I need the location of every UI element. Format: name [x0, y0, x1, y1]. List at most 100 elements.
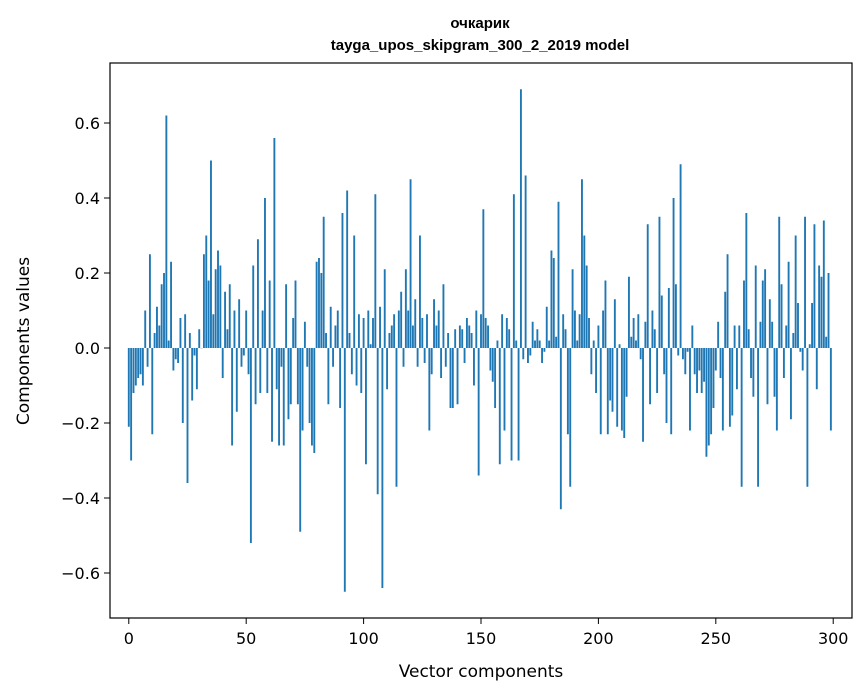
bar-296 — [822, 220, 825, 348]
bar-64 — [278, 348, 280, 446]
bar-32 — [202, 254, 205, 348]
bar-61 — [271, 348, 273, 442]
bar-283 — [792, 333, 795, 348]
bar-122 — [414, 299, 417, 348]
bar-59 — [266, 348, 269, 393]
bar-267 — [754, 265, 757, 348]
bar-73 — [299, 348, 302, 532]
bar-12 — [156, 306, 158, 348]
bar-137 — [449, 348, 452, 408]
bar-110 — [386, 348, 389, 390]
bar-233 — [674, 284, 677, 348]
bar-2 — [132, 348, 135, 393]
bar-123 — [416, 348, 419, 367]
bar-179 — [548, 340, 551, 348]
bar-297 — [825, 336, 828, 348]
bar-6 — [141, 348, 144, 386]
bar-146 — [470, 333, 473, 348]
bar-25 — [186, 348, 189, 483]
bar-154 — [489, 348, 492, 371]
bar-149 — [477, 348, 480, 476]
bar-177 — [543, 348, 546, 352]
bar-189 — [571, 269, 574, 348]
bar-125 — [421, 318, 424, 348]
bar-261 — [740, 348, 743, 487]
bar-95 — [350, 348, 353, 375]
bar-289 — [806, 348, 809, 487]
bar-0 — [127, 348, 130, 427]
bar-272 — [766, 348, 769, 405]
bar-19 — [172, 348, 175, 371]
bar-48 — [240, 348, 243, 367]
bar-152 — [484, 318, 487, 348]
bar-148 — [475, 310, 478, 348]
bar-147 — [473, 348, 475, 386]
bar-182 — [555, 336, 558, 348]
bar-284 — [794, 235, 797, 348]
bar-103 — [369, 344, 372, 348]
bar-49 — [242, 348, 245, 356]
bar-191 — [576, 340, 579, 348]
bar-35 — [210, 160, 212, 348]
bar-69 — [289, 348, 292, 405]
bar-10 — [151, 348, 154, 435]
bar-178 — [545, 306, 548, 348]
bar-24 — [184, 314, 187, 348]
bar-207 — [613, 299, 616, 348]
bar-43 — [228, 284, 231, 348]
bar-89 — [336, 310, 339, 348]
bar-116 — [400, 291, 403, 348]
bar-209 — [618, 344, 621, 348]
bar-170 — [527, 348, 529, 363]
bar-200 — [597, 325, 600, 348]
bar-256 — [728, 348, 731, 427]
bar-202 — [602, 310, 605, 348]
bar-234 — [677, 348, 680, 356]
bar-173 — [534, 340, 536, 348]
bar-198 — [592, 340, 595, 348]
bar-107 — [379, 306, 381, 348]
bar-183 — [557, 201, 560, 348]
x-tick-label: 150 — [466, 629, 497, 648]
bar-172 — [531, 321, 534, 348]
bar-62 — [273, 138, 276, 348]
bar-231 — [670, 348, 673, 435]
x-tick-label: 100 — [348, 629, 379, 648]
bar-279 — [782, 348, 785, 378]
bar-227 — [660, 295, 663, 348]
bar-51 — [247, 348, 250, 375]
bar-97 — [355, 348, 358, 386]
bar-249 — [712, 348, 715, 408]
bar-99 — [360, 348, 363, 393]
bar-14 — [160, 284, 163, 348]
bar-278 — [780, 284, 783, 348]
bar-141 — [458, 325, 461, 348]
bar-26 — [188, 333, 191, 348]
bar-81 — [318, 258, 320, 348]
bar-138 — [451, 348, 454, 408]
bar-167 — [519, 89, 522, 348]
bar-270 — [761, 280, 764, 348]
bar-17 — [167, 340, 170, 348]
bar-293 — [815, 348, 818, 390]
bar-134 — [442, 284, 445, 348]
bar-105 — [374, 194, 377, 348]
bar-281 — [787, 261, 790, 348]
bar-236 — [682, 348, 684, 360]
bar-108 — [381, 348, 384, 588]
bar-57 — [261, 310, 264, 348]
bar-33 — [205, 235, 208, 348]
bar-215 — [632, 318, 635, 348]
bar-102 — [367, 310, 370, 348]
bar-219 — [642, 348, 644, 442]
bar-78 — [311, 348, 313, 446]
bar-47 — [238, 299, 241, 348]
bar-190 — [573, 310, 576, 348]
bar-20 — [174, 348, 177, 360]
bar-5 — [139, 348, 142, 375]
bar-133 — [440, 348, 443, 378]
bar-22 — [179, 318, 182, 348]
bar-203 — [604, 280, 607, 348]
bar-86 — [329, 306, 332, 348]
